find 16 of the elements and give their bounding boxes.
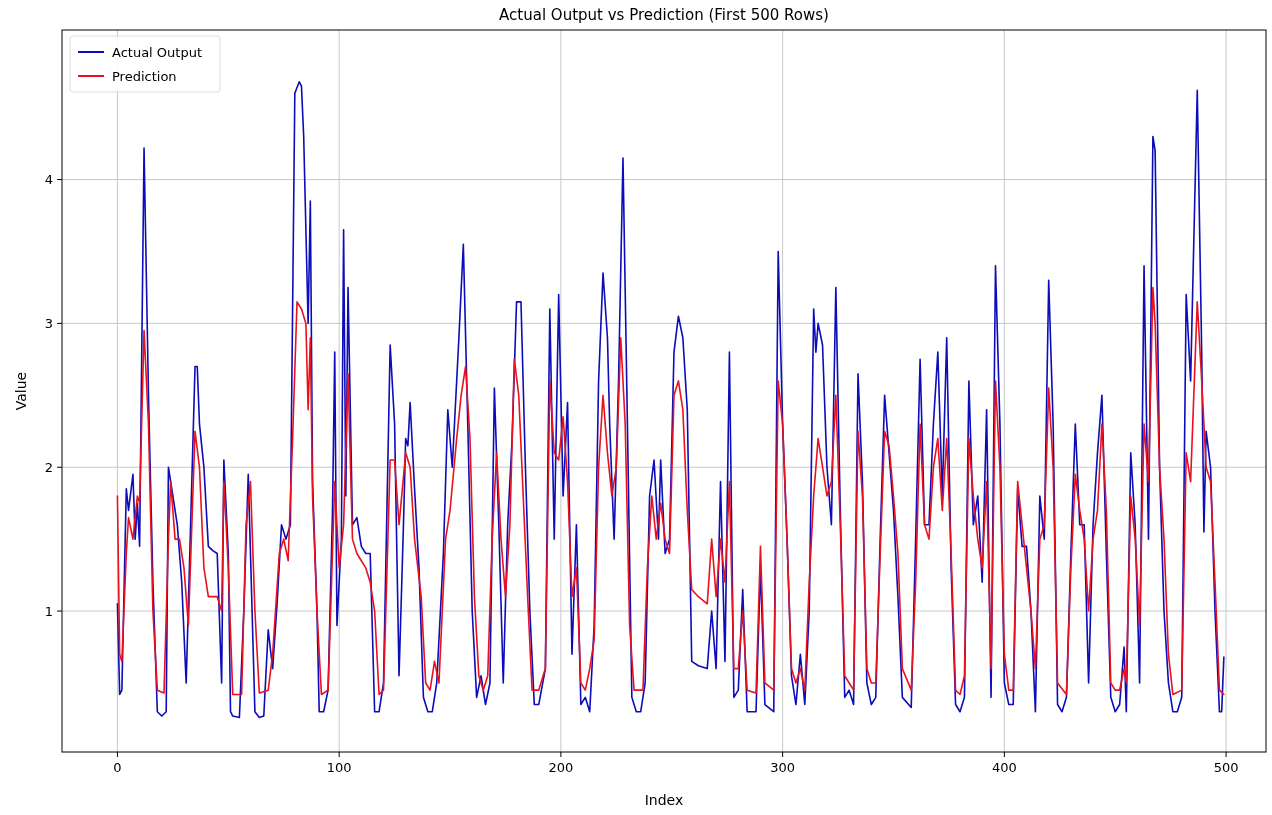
- x-tick-label: 100: [326, 760, 352, 775]
- line-series: [116, 286, 1225, 696]
- x-tick-label: 200: [548, 760, 574, 775]
- y-tick-label: 1: [44, 603, 53, 619]
- x-tick-label: 400: [991, 760, 1017, 775]
- x-axis-title: Index: [644, 792, 684, 808]
- x-tick-label: 300: [770, 760, 796, 775]
- y-tick-label: 2: [44, 459, 53, 475]
- x-tick-label: 500: [1213, 760, 1239, 775]
- y-axis-title: Value: [13, 371, 29, 411]
- y-tick-label: 3: [44, 315, 53, 331]
- chart-title: Actual Output vs Prediction (First 500 Rows): [499, 6, 829, 24]
- legend-label: Actual Output: [112, 45, 203, 60]
- y-tick-label: 4: [44, 172, 53, 188]
- legend-label: Prediction: [112, 69, 177, 84]
- x-tick-label: 0: [113, 760, 122, 775]
